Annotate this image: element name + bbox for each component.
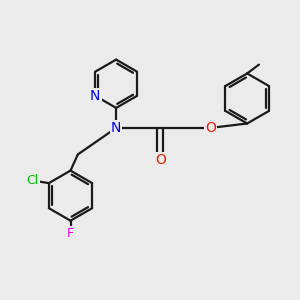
Text: F: F [67, 226, 74, 239]
Text: N: N [90, 89, 101, 103]
Text: O: O [205, 121, 216, 135]
Text: O: O [155, 153, 166, 167]
Text: Cl: Cl [26, 174, 39, 187]
Text: N: N [111, 121, 121, 135]
